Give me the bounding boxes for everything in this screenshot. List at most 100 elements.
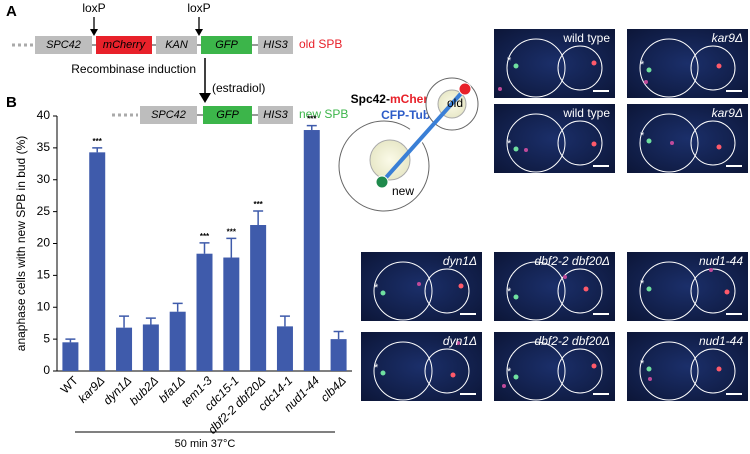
- micrograph: * dyn1Δ: [361, 332, 482, 401]
- asterisk: *: [640, 278, 645, 290]
- y-tick-label: 40: [37, 108, 51, 122]
- asterisk: *: [640, 358, 645, 370]
- micrograph: * nud1-44: [627, 332, 748, 401]
- error-bar: [306, 124, 317, 131]
- gene-name: SPC42: [151, 109, 186, 121]
- micrograph: * wild type: [494, 29, 615, 98]
- stray-dot: [648, 377, 652, 381]
- cell-outline: [690, 120, 736, 166]
- error-bar: [92, 147, 103, 153]
- old-label: old: [447, 96, 463, 110]
- stray-dot: [456, 341, 460, 345]
- spb-old: [724, 289, 730, 295]
- significance: ***: [93, 137, 103, 146]
- spb-old: [591, 60, 597, 66]
- significance: ***: [307, 115, 317, 124]
- x-tick-label: clb4Δ: [318, 373, 349, 404]
- gene-name: GFP: [216, 109, 239, 121]
- spb-new: [513, 146, 519, 152]
- loxp-label: loxP: [187, 1, 210, 15]
- cell-outline: [690, 348, 736, 394]
- significance: ***: [253, 200, 263, 209]
- spb-old: [450, 372, 456, 378]
- significance: ***: [200, 232, 210, 241]
- cell-outline: [690, 45, 736, 91]
- micrograph-label: dyn1Δ: [443, 334, 477, 348]
- y-tick-label: 25: [37, 204, 51, 218]
- micrograph: * dbf2-2 dbf20Δ: [494, 252, 615, 321]
- spb-new: [646, 366, 652, 372]
- loxp-label: loxP: [82, 1, 105, 15]
- bar: [250, 225, 267, 371]
- spb-old: [591, 141, 597, 147]
- panel-label: B: [6, 94, 17, 111]
- cell-outline: [557, 348, 603, 394]
- stray-dot: [417, 282, 421, 286]
- gene-box: [258, 36, 293, 54]
- micrograph-label: dbf2-2 dbf20Δ: [535, 334, 610, 348]
- micrograph: * dbf2-2 dbf20Δ: [494, 332, 615, 401]
- induction-label: Recombinase induction: [71, 62, 196, 76]
- nucleus: [369, 139, 411, 181]
- cell-outline: [639, 38, 699, 98]
- gene-name: SPC42: [46, 39, 81, 51]
- micrograph-label: wild type: [562, 31, 610, 45]
- y-tick-label: 20: [37, 236, 51, 250]
- spb-old: [716, 144, 722, 150]
- x-tick-label: bub2Δ: [127, 373, 161, 407]
- gene-name: GFP: [215, 39, 238, 51]
- cell-outline: [639, 261, 699, 321]
- bar: [276, 326, 293, 371]
- error-bar: [199, 242, 210, 254]
- bar: [330, 339, 347, 371]
- stray-dot: [644, 80, 648, 84]
- neck-cover: [408, 118, 434, 144]
- asterisk: *: [507, 138, 512, 150]
- gene-box: [96, 36, 152, 54]
- cell-outline: [424, 268, 470, 314]
- significance: ***: [227, 228, 237, 237]
- cell-outline: [424, 348, 470, 394]
- old-spb: [458, 82, 472, 96]
- asterisk: *: [374, 362, 379, 374]
- micrograph: * kar9Δ: [627, 29, 748, 98]
- gene-box: [140, 106, 197, 124]
- stray-dot: [498, 87, 502, 91]
- micrograph-label: nud1-44: [699, 254, 743, 268]
- spb-new: [380, 290, 386, 296]
- error-bar: [253, 210, 264, 226]
- new-spb-label: new SPB: [299, 107, 348, 121]
- spb-new: [646, 138, 652, 144]
- bar: [142, 324, 159, 371]
- stray-dot: [670, 141, 674, 145]
- loxp-arrowhead: [90, 29, 98, 36]
- y-tick-label: 0: [43, 363, 50, 377]
- cell-outline: [639, 113, 699, 173]
- asterisk: *: [507, 286, 512, 298]
- error-bar: [119, 315, 130, 328]
- cell-outline: [506, 341, 566, 401]
- y-tick-label: 5: [43, 331, 50, 345]
- error-bar: [145, 317, 156, 325]
- spindle: [380, 87, 467, 184]
- asterisk: *: [640, 59, 645, 71]
- cell-outline: [373, 261, 433, 321]
- legend-segment: Spc42-: [351, 92, 390, 106]
- micrograph-label: nud1-44: [699, 334, 743, 348]
- error-bar: [65, 338, 76, 343]
- micrograph: * dyn1Δ: [361, 252, 482, 321]
- cell-outline: [557, 268, 603, 314]
- cell-outline: [506, 113, 566, 173]
- bar: [303, 130, 320, 371]
- bar: [196, 253, 213, 371]
- gene-name: HIS3: [263, 109, 288, 121]
- asterisk: *: [640, 130, 645, 142]
- induction-arrowhead: [199, 93, 211, 103]
- spb-new: [513, 294, 519, 300]
- stray-dot: [563, 275, 567, 279]
- panel-label: A: [6, 3, 17, 20]
- micrograph-label: dyn1Δ: [443, 254, 477, 268]
- spb-old: [716, 63, 722, 69]
- micrograph: * nud1-44: [627, 252, 748, 321]
- spb-new: [513, 374, 519, 380]
